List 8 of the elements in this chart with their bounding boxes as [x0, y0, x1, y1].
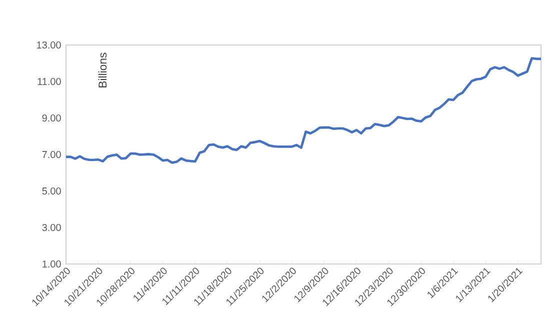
y-tick-label: 11.00 — [38, 78, 61, 86]
y-tick-label: 3.00 — [42, 224, 61, 232]
y-tick-label: 7.00 — [42, 150, 61, 158]
y-tick-label: 13.00 — [37, 41, 61, 49]
y-tick-label: 9.00 — [42, 114, 61, 122]
y-axis-title: Billions — [98, 52, 107, 88]
y-tick-label: 1.00 — [42, 260, 61, 268]
y-tick-label: 5.00 — [42, 187, 61, 195]
